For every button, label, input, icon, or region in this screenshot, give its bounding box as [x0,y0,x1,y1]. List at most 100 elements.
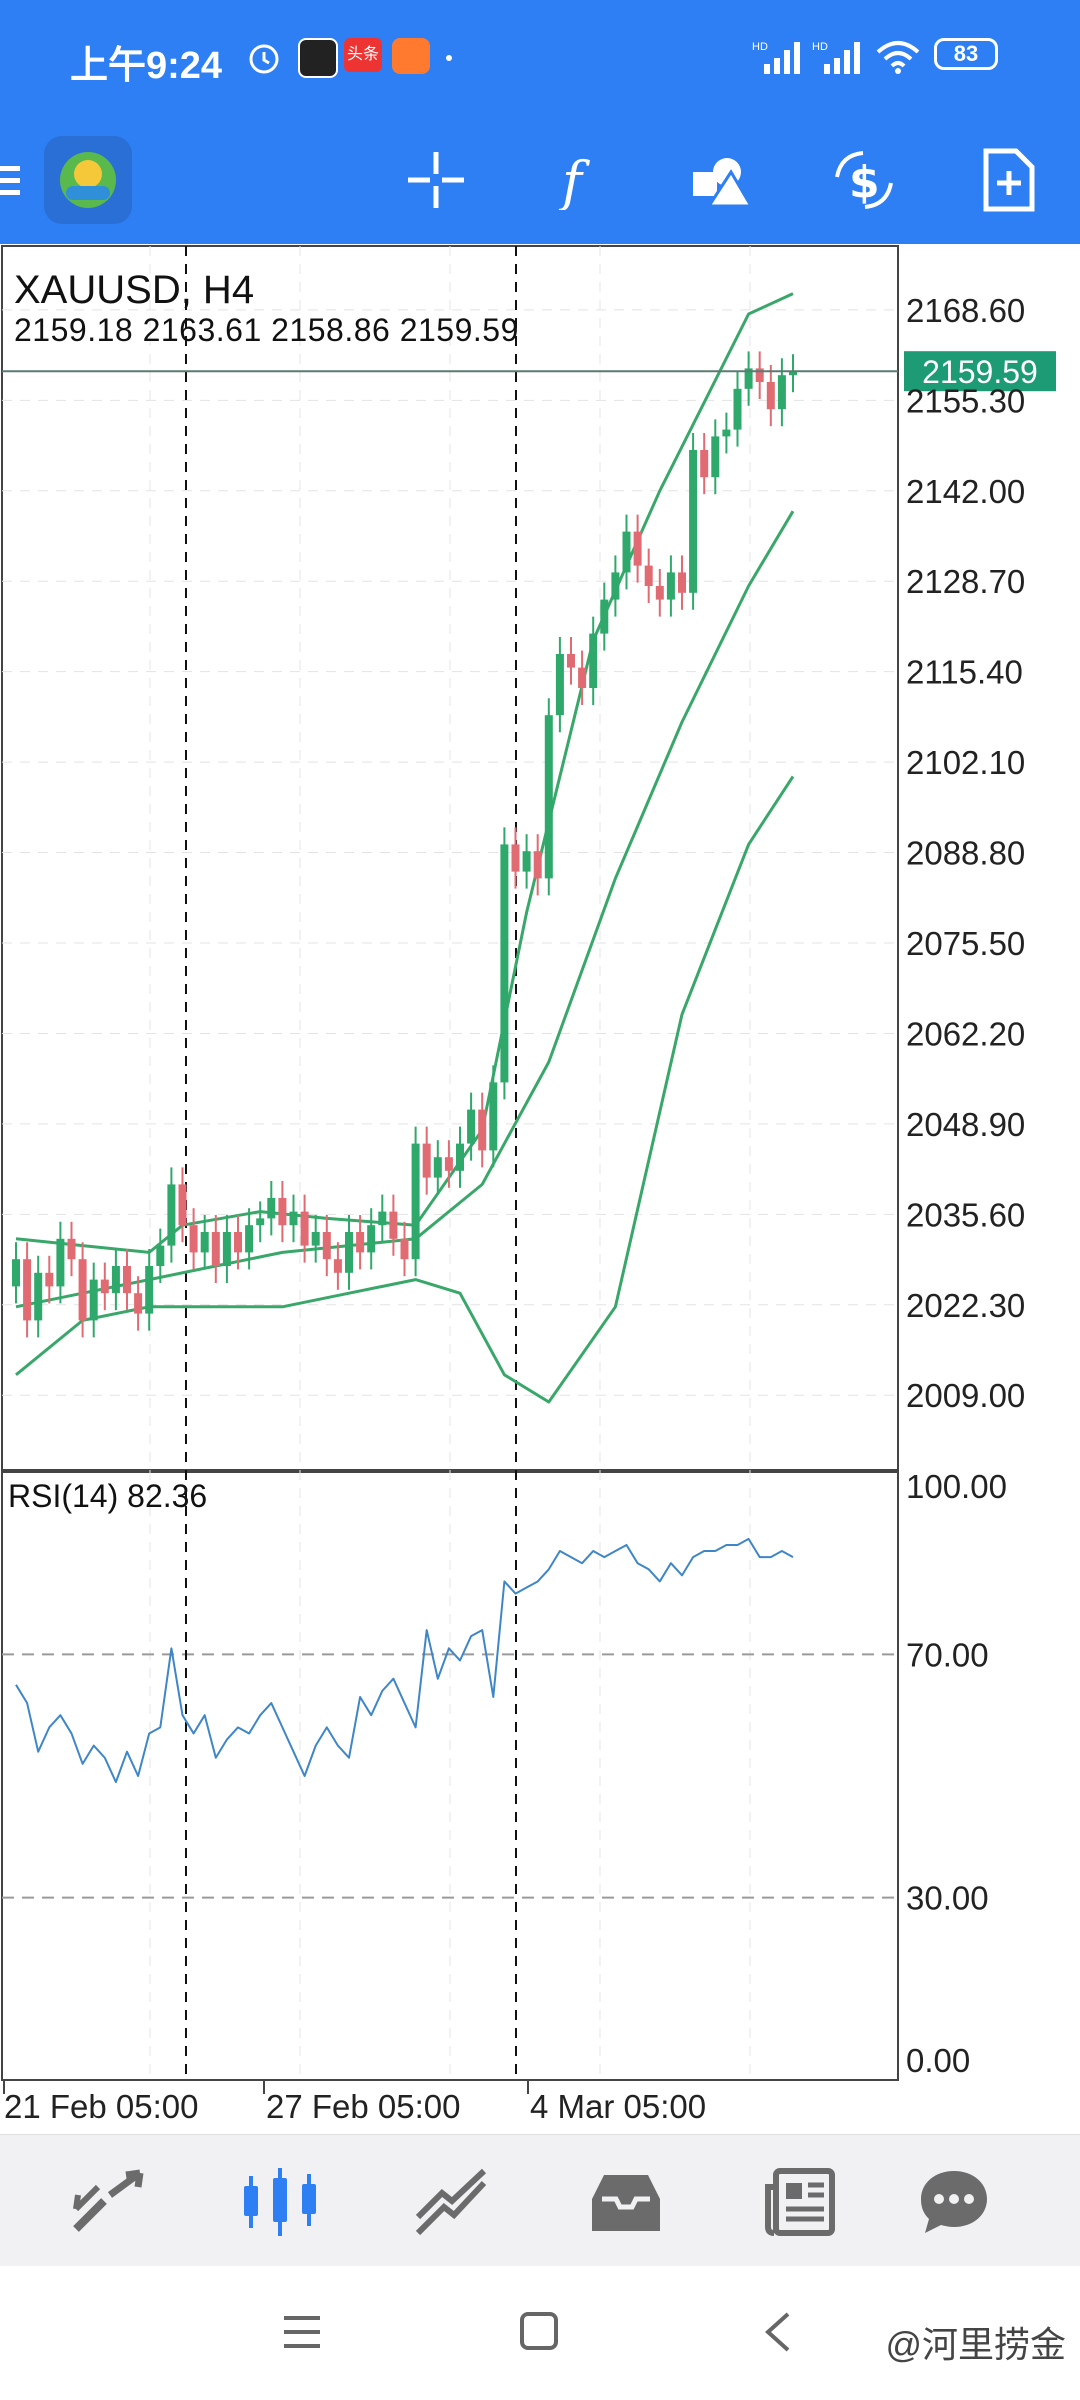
status-time: 上午9:24 [70,45,223,87]
candle-body [200,1232,209,1253]
bollinger-upper [15,292,794,1254]
price-tick-label: 2009.00 [906,1377,1025,1414]
candle-body [78,1259,87,1321]
candle-body [189,1225,198,1253]
trade-button[interactable]: $ [816,132,912,228]
objects-icon [693,158,754,208]
time-tick-label: 21 Feb 05:00 [4,2088,199,2125]
battery-icon: 83 [934,38,998,70]
candle-body [134,1293,143,1314]
candle-body [467,1109,476,1144]
indicators-button[interactable]: f [530,132,626,228]
candle-body [333,1259,342,1273]
chart-canvas[interactable]: 2159.59 2168.60 2155.30 2142.00 2128.70 2115.… [0,244,1080,2134]
candle-body [666,572,675,600]
alarm-icon [249,44,279,74]
price-tick-label: 2168.60 [906,292,1025,329]
menu-icon [0,166,20,195]
chart-icon [244,2168,316,2236]
rsi-line [15,1537,794,1784]
price-tick-label: 2088.80 [906,835,1025,872]
candle-body [211,1232,220,1266]
candle-body [422,1143,431,1178]
candle-body [322,1232,331,1260]
menu-button[interactable] [0,132,38,228]
candle-body [744,368,753,389]
wifi-icon [876,41,920,74]
candle-body [433,1157,442,1178]
candle-body [789,371,797,376]
candle-body [600,599,609,634]
price-tick-label: 2035.60 [906,1196,1025,1233]
nav-chat[interactable] [904,2157,1004,2247]
chat-icon [921,2171,987,2233]
nav-news[interactable] [750,2157,850,2247]
home-icon[interactable] [518,2310,562,2354]
candle-body [45,1272,54,1287]
bollinger-lower [15,775,795,1404]
candle-body [766,382,775,410]
chart-area[interactable]: 2159.59 2168.60 2155.30 2142.00 2128.70 2115.… [0,244,1080,2134]
candle-body [234,1232,242,1253]
svg-text:HD: HD [812,41,828,53]
candle-body [755,368,764,382]
candle-body [356,1232,365,1253]
candle-body [345,1232,353,1273]
candle-body [111,1266,120,1294]
status-bar: 上午9:24 头条 HD HD 83 [0,0,1080,118]
candle-body [444,1157,453,1171]
objects-button[interactable] [674,132,770,228]
time-tick-label: 4 Mar 05:00 [530,2088,706,2125]
candle-body [644,565,653,586]
candle-body [34,1272,43,1321]
dot-icon [446,55,452,61]
candle-body [222,1232,231,1266]
app-logo[interactable] [44,136,132,224]
candle-body [777,375,786,410]
new-order-button[interactable] [960,132,1056,228]
nav-quotes[interactable] [58,2157,158,2247]
candle-body [655,586,664,600]
current-price-label: 2159.59 [922,354,1038,390]
candle-body [555,654,564,716]
ohlc-values: 2159.18 2163.61 2158.86 2159.59 [14,312,519,348]
app-notification-icon [298,38,338,78]
candle-body [145,1266,154,1314]
candle-body [123,1266,131,1294]
candle-body [456,1143,464,1171]
candle-body [245,1225,254,1253]
candle-body [23,1259,32,1321]
crosshair-button[interactable] [388,132,484,228]
recent-apps-icon[interactable] [280,2312,324,2352]
watermark: @河里捞金 [885,2324,1066,2365]
nav-trade[interactable] [402,2157,502,2247]
price-tick-label: 2048.90 [906,1106,1025,1143]
price-tick-label: 2115.40 [906,654,1023,691]
rsi-tick-label: 100.00 [906,1468,1007,1505]
time-tick-label: 27 Feb 05:00 [266,2088,461,2125]
system-navigation: @河里捞金 [0,2266,1080,2400]
svg-text:f: f [558,150,590,210]
toutiao-icon: 头条 [344,38,382,72]
new-order-icon [983,148,1035,212]
back-icon[interactable] [760,2310,796,2354]
candle-body [733,388,742,430]
nav-history[interactable] [576,2157,676,2247]
candle-body [633,531,642,566]
current-price-tag [904,351,1056,392]
candle-body [367,1225,376,1253]
nav-chart[interactable] [230,2157,330,2247]
candle-body [689,450,698,593]
crosshair-icon [408,152,464,208]
game-icon [392,38,430,74]
rsi-tick-label: 30.00 [906,1880,989,1917]
chart-toolbar: f $ [0,118,1080,244]
price-tick-label: 2102.10 [906,744,1025,781]
trade-line-icon [415,2168,487,2236]
candle-body [12,1259,20,1287]
signal-2-icon: HD [812,41,860,74]
candle-body [411,1143,420,1260]
price-tick-label: 2155.30 [906,382,1025,419]
app-logo-icon [60,152,116,208]
candle-body [533,851,542,879]
